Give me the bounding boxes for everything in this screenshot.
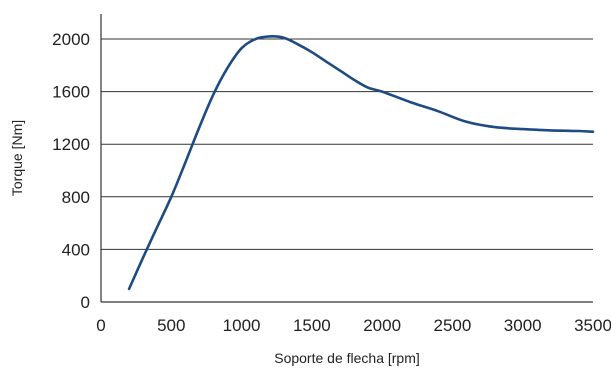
x-tick-label: 3500 [574,316,611,335]
y-tick-label: 800 [62,188,90,207]
series-layer [127,35,595,291]
x-tick-label: 500 [157,316,185,335]
y-axis-title: Torque [Nm] [9,120,25,196]
gridlines [101,38,593,250]
x-tick-label: 2000 [363,316,401,335]
y-tick-label: 400 [62,240,90,259]
y-tick-label: 2000 [52,30,90,49]
x-tick-label: 3000 [504,316,542,335]
y-tick-label: 1600 [52,83,90,102]
x-tick-label: 0 [96,316,105,335]
y-tick-label: 1200 [52,135,90,154]
axes [100,14,593,303]
torque-series-line [127,35,595,291]
y-tick-label: 0 [81,293,90,312]
y-tick-labels: 0 400 800 1200 1600 2000 [52,30,90,312]
x-axis-title: Soporte de flecha [rpm] [274,350,420,366]
x-tick-label: 2500 [434,316,472,335]
x-tick-label: 1500 [293,316,331,335]
x-tick-label: 1000 [223,316,261,335]
x-tick-labels: 0 500 1000 1500 2000 2500 3000 3500 [96,316,611,335]
